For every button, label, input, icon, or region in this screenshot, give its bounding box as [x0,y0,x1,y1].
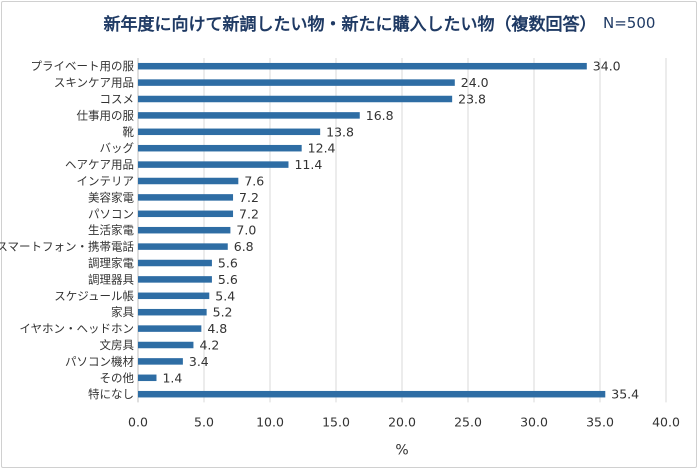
bars [138,62,606,398]
category-label: スキンケア用品 [54,76,134,90]
x-tick-label: 15.0 [322,414,350,429]
category-label: スマートフォン・携帯電話 [0,240,134,254]
bar [138,325,202,332]
bar [138,144,302,152]
data-label: 5.6 [218,272,238,287]
data-label: 4.8 [207,321,227,336]
gridlines [203,58,667,403]
category-label: 特になし [88,387,134,401]
category-label: 生活家電 [88,223,134,237]
x-tick-label: 5.0 [194,414,214,429]
bar [138,374,157,382]
bar [138,226,231,234]
category-label: コスメ [100,92,135,106]
data-label: 24.0 [461,75,489,90]
category-label: インテリア [77,174,135,188]
data-label: 12.4 [308,141,336,156]
category-label: 文房具 [100,338,135,352]
data-label: 34.0 [593,59,621,74]
data-label: 35.4 [611,387,639,402]
bar [138,194,234,201]
x-tick-label: 10.0 [256,414,284,429]
data-label: 1.4 [162,370,182,385]
data-label: 6.8 [234,239,254,254]
category-label: 仕事用の服 [77,108,135,122]
data-label: 7.6 [244,174,264,189]
bar [138,390,606,398]
bar [138,341,194,349]
category-label: バッグ [100,141,135,155]
data-label: 5.2 [213,305,233,320]
category-label: パソコン [88,207,134,221]
bar [138,358,183,365]
bar [138,95,453,103]
bar [138,161,289,168]
value-labels: 34.024.023.816.813.812.411.47.67.27.27.0… [162,59,639,402]
category-label: イヤホン・ヘッドホン [19,322,134,336]
bar [138,62,587,70]
bar [138,292,210,300]
x-tick-label: 0.0 [128,414,148,429]
bar [138,79,455,86]
chart-title: 新年度に向けて新調したい物・新たに購入したい物（複数回答） [103,15,597,35]
bar [138,243,228,250]
bar [138,210,234,218]
category-label: プライベート用の服 [31,59,135,73]
x-tick-label: 40.0 [652,414,680,429]
bar [138,259,212,267]
data-label: 13.8 [326,124,354,139]
category-label: 調理家電 [88,256,134,270]
sample-size-label: N=500 [603,14,656,32]
category-labels: プライベート用の服スキンケア用品コスメ仕事用の服靴バッグヘアケア用品インテリア美… [0,59,135,401]
data-label: 7.2 [239,206,259,221]
x-tick-label: 30.0 [520,414,548,429]
x-tick-labels: 0.0 5.0 10.0 15.0 20.0 25.0 30.0 35.0 40.0 [128,414,680,429]
data-label: 5.6 [218,256,238,271]
x-tick-label: 25.0 [454,414,482,429]
bar [138,112,360,119]
category-label: その他 [100,371,135,385]
x-axis-label: % [395,442,408,458]
x-tick-label: 20.0 [388,414,416,429]
bar [138,128,321,136]
data-label: 11.4 [294,157,322,172]
data-label: 23.8 [458,92,486,107]
bar [138,308,207,316]
category-label: 美容家電 [88,190,134,204]
data-label: 5.4 [215,288,235,303]
data-label: 7.0 [236,223,256,238]
category-label: パソコン機材 [65,354,134,368]
x-tick-label: 35.0 [586,414,614,429]
data-label: 4.2 [199,338,219,353]
category-label: ヘアケア用品 [65,158,134,172]
bar [138,276,212,283]
data-label: 7.2 [239,190,259,205]
data-label: 3.4 [189,354,209,369]
bar [138,177,239,185]
category-label: 調理器具 [88,272,134,286]
category-label: 家具 [111,305,134,319]
category-label: 靴 [123,125,135,139]
category-label: スケジュール帳 [54,289,134,303]
data-label: 16.8 [366,108,394,123]
